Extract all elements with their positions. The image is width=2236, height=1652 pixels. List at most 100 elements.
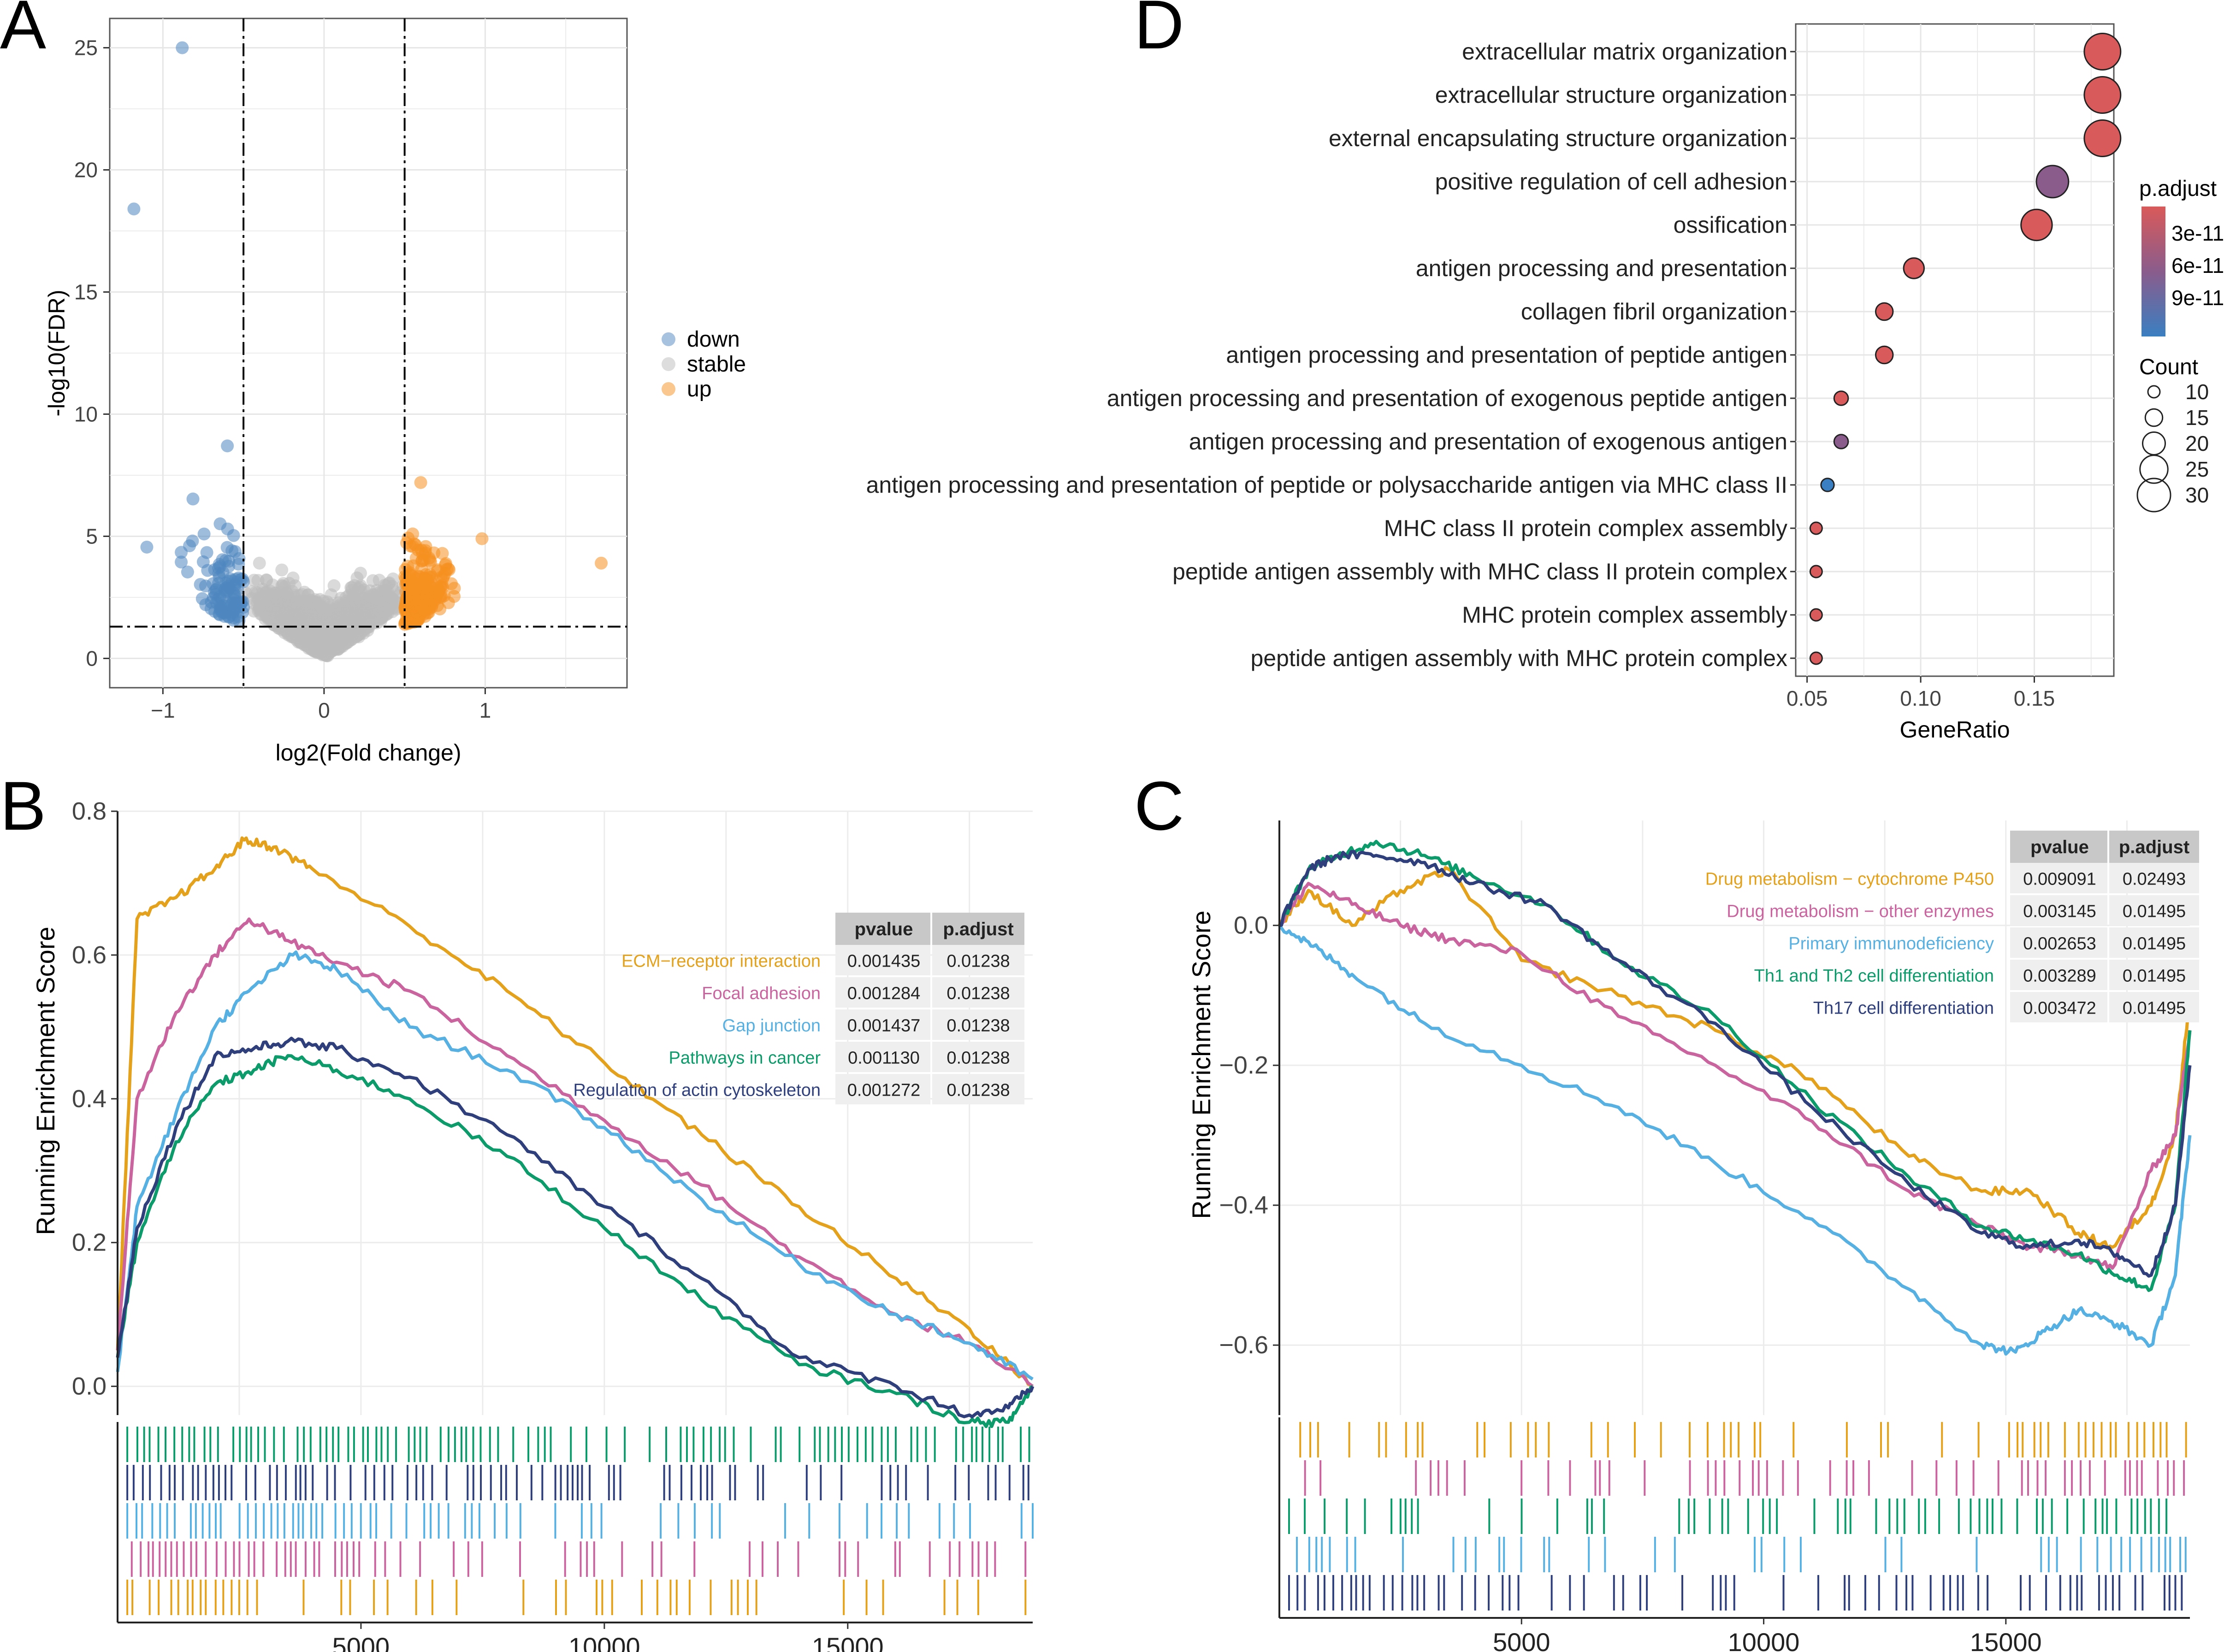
table-pvalue: 0.001284 bbox=[847, 984, 921, 1003]
stable-point bbox=[376, 598, 390, 612]
dot-plot-x-axis-label: GeneRatio bbox=[1899, 717, 2010, 743]
panel-label-C: C bbox=[1134, 767, 1184, 844]
up-point bbox=[414, 476, 427, 489]
table-cell bbox=[2109, 927, 2199, 958]
table-cell bbox=[932, 1074, 1024, 1104]
table-padjust: 0.01495 bbox=[2123, 934, 2186, 954]
table-row-name: Drug metabolism − cytochrome P450 bbox=[1705, 870, 1994, 889]
stable-point bbox=[278, 580, 292, 594]
table-pvalue: 0.002653 bbox=[2023, 934, 2096, 954]
down-point bbox=[196, 555, 210, 568]
table-header-padjust: p.adjust bbox=[2119, 837, 2189, 857]
stable-point bbox=[260, 598, 273, 612]
go-term-dot bbox=[1833, 390, 1849, 406]
go-term-label: antigen processing and presentation of p… bbox=[1226, 342, 1787, 368]
table-cell bbox=[2010, 992, 2107, 1022]
stable-point bbox=[253, 556, 266, 570]
up-point bbox=[436, 547, 449, 560]
padjust-legend-title: p.adjust bbox=[2139, 177, 2217, 201]
table-cell bbox=[932, 945, 1024, 975]
table-padjust: 0.01238 bbox=[946, 1016, 1010, 1036]
legend-label-up: up bbox=[687, 377, 711, 401]
table-cell bbox=[835, 1009, 930, 1040]
down-point bbox=[197, 527, 211, 541]
go-term-label: antigen processing and presentation of e… bbox=[1107, 385, 1787, 411]
go-term-label: antigen processing and presentation bbox=[1416, 255, 1787, 281]
x-tick-label: 1 bbox=[479, 698, 491, 722]
x-tick-label: 10000 bbox=[1728, 1628, 1800, 1652]
go-term-label: ossification bbox=[1674, 212, 1787, 238]
table-pvalue: 0.003289 bbox=[2023, 967, 2096, 986]
table-cell bbox=[932, 1042, 1024, 1072]
stable-point bbox=[331, 600, 344, 614]
panel-label-B: B bbox=[0, 767, 46, 844]
y-tick-label: 15 bbox=[74, 280, 98, 304]
table-header-padjust: p.adjust bbox=[943, 919, 1013, 939]
stable-point bbox=[305, 610, 318, 624]
table-header-cell bbox=[932, 913, 1024, 945]
down-point bbox=[127, 202, 141, 216]
table-header-cell bbox=[2109, 831, 2199, 863]
table-pvalue: 0.009091 bbox=[2023, 870, 2096, 889]
go-term-dot bbox=[2083, 76, 2122, 114]
down-point bbox=[232, 614, 246, 627]
count-legend-circle bbox=[2139, 454, 2169, 484]
down-point bbox=[181, 565, 194, 578]
y-tick-label: 10 bbox=[74, 402, 98, 426]
table-padjust: 0.01238 bbox=[946, 984, 1010, 1003]
go-term-label: positive regulation of cell adhesion bbox=[1435, 169, 1787, 195]
table-row-name: Pathways in cancer bbox=[669, 1049, 821, 1068]
down-point bbox=[175, 546, 188, 559]
enrichment-score-line bbox=[116, 950, 1034, 1381]
padjust-legend-label: 9e-11 bbox=[2171, 286, 2224, 310]
padjust-legend-label: 6e-11 bbox=[2171, 254, 2224, 277]
stable-point bbox=[371, 587, 384, 600]
enrichment-score-line bbox=[116, 917, 1034, 1388]
stable-point bbox=[265, 588, 278, 602]
stable-point bbox=[294, 612, 307, 625]
table-cell bbox=[2010, 960, 2107, 990]
x-tick-label: 10000 bbox=[568, 1632, 640, 1652]
y-tick-label: 0.0 bbox=[72, 1373, 106, 1400]
go-term-label: extracellular matrix organization bbox=[1462, 39, 1787, 65]
go-term-label: antigen processing and presentation of e… bbox=[1189, 429, 1787, 454]
x-tick-label: 0.15 bbox=[2014, 686, 2055, 710]
table-cell bbox=[932, 1009, 1024, 1040]
table-pvalue: 0.003472 bbox=[2023, 999, 2096, 1018]
table-padjust: 0.02493 bbox=[2123, 870, 2186, 889]
go-term-dot bbox=[1820, 478, 1835, 492]
down-point bbox=[213, 558, 226, 571]
x-tick-label: 15000 bbox=[1970, 1628, 2042, 1652]
up-point bbox=[412, 543, 425, 557]
legend-key-stable bbox=[662, 357, 675, 371]
stable-point bbox=[351, 624, 365, 637]
table-header-cell bbox=[2010, 831, 2107, 863]
y-tick-label: 0.8 bbox=[72, 797, 106, 825]
go-term-label: extracellular structure organization bbox=[1435, 82, 1787, 108]
table-pvalue: 0.001435 bbox=[847, 952, 921, 971]
table-row-name: Regulation of actin cytoskeleton bbox=[573, 1081, 821, 1100]
legend-label-down: down bbox=[687, 327, 740, 352]
y-tick-label: 5 bbox=[86, 524, 98, 548]
go-term-dot bbox=[2020, 208, 2053, 242]
y-tick-label: 25 bbox=[74, 36, 98, 60]
up-point bbox=[439, 557, 452, 570]
panel-label-D: D bbox=[1134, 0, 1184, 63]
y-tick-label: 0 bbox=[86, 646, 98, 670]
go-term-dot bbox=[1809, 565, 1823, 578]
table-row-name: ECM−receptor interaction bbox=[621, 952, 821, 971]
table-pvalue: 0.003145 bbox=[2023, 902, 2096, 921]
panel-label-A: A bbox=[0, 0, 46, 63]
table-padjust: 0.01238 bbox=[946, 952, 1010, 971]
table-row-name: Drug metabolism − other enzymes bbox=[1727, 902, 1994, 921]
go-term-dot bbox=[2035, 165, 2070, 199]
table-row-name: Focal adhesion bbox=[702, 984, 821, 1003]
table-cell bbox=[2109, 992, 2199, 1022]
go-term-dot bbox=[1833, 434, 1849, 449]
stable-point bbox=[294, 624, 308, 637]
table-row-name: Th17 cell differentiation bbox=[1813, 999, 1994, 1018]
padjust-legend-label: 3e-11 bbox=[2171, 221, 2224, 245]
table-padjust: 0.01238 bbox=[946, 1049, 1010, 1068]
up-point bbox=[595, 556, 608, 570]
